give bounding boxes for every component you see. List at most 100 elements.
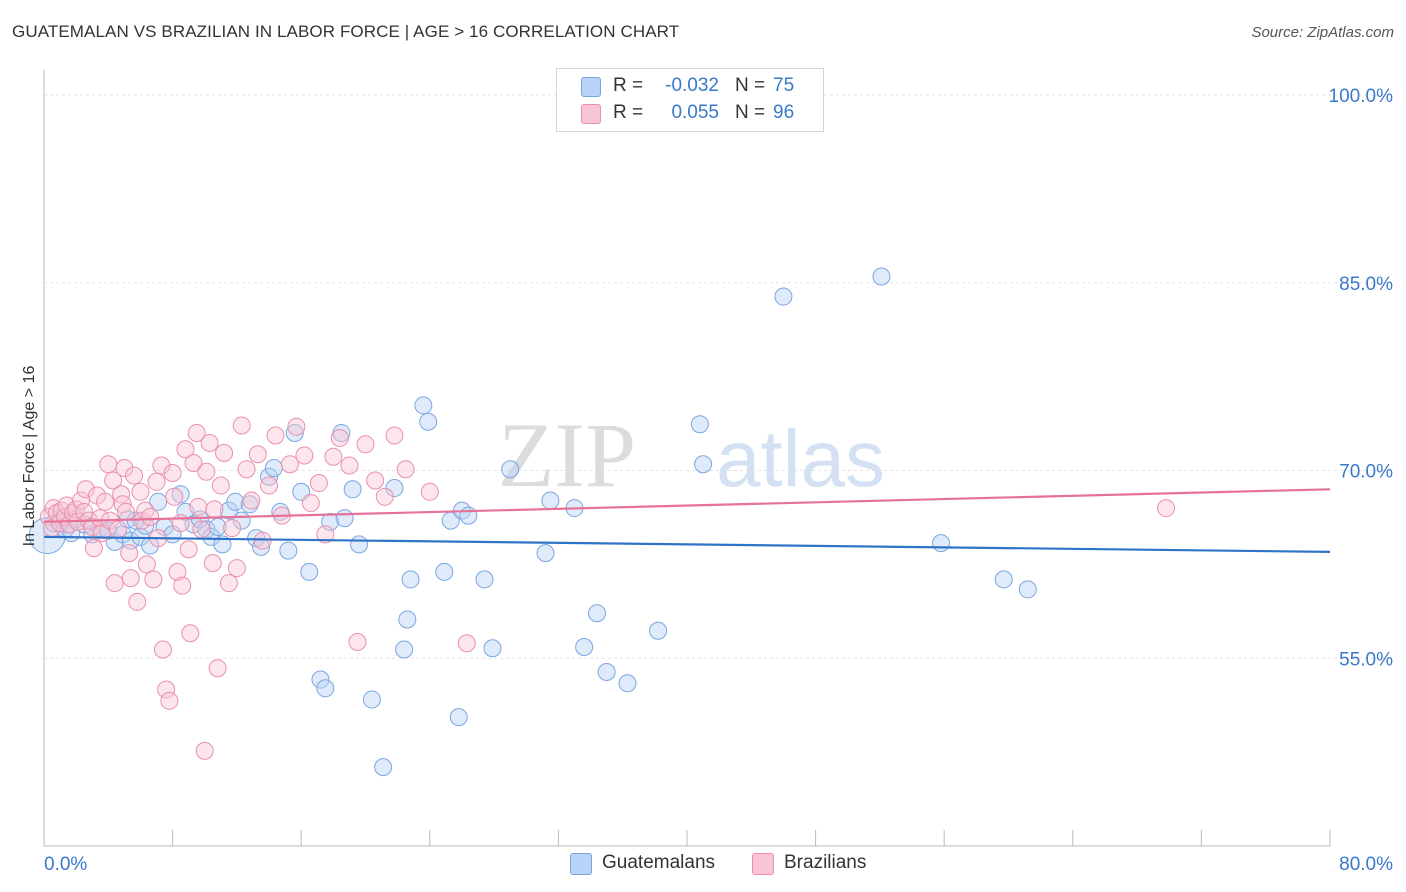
guatemalan-point (618, 674, 637, 693)
guatemalan-point (1018, 580, 1037, 599)
brazilian-point (457, 634, 476, 653)
brazilian-point (208, 659, 227, 678)
guatemalan-point (362, 690, 381, 709)
brazilian-point (131, 482, 150, 501)
guatemalan-point (690, 415, 709, 434)
bottom-legend-label: Guatemalans (602, 852, 716, 873)
guatemalan-point (597, 663, 616, 682)
brazilian-point (266, 426, 285, 445)
y-tick-label: 55.0% (1339, 649, 1393, 670)
guatemalan-point (994, 570, 1013, 589)
brazilian-point (160, 691, 179, 710)
watermark-atlas: atlas (716, 414, 885, 503)
brazilian-point (287, 417, 306, 436)
brazilian-point (116, 502, 135, 521)
guatemalan-point (449, 708, 468, 727)
brazilian-point (396, 460, 415, 479)
guatemalan-point (649, 621, 668, 640)
y-tick-label: 70.0% (1339, 462, 1393, 483)
legend-n-value: 75 (773, 75, 795, 96)
brazilian-point (385, 426, 404, 445)
brazilian-point (248, 445, 267, 464)
y-tick-label: 100.0% (1329, 86, 1394, 107)
brazilian-point (356, 435, 375, 454)
guatemalan-point (414, 396, 433, 415)
brazilian-point (184, 454, 203, 473)
brazilian-point (242, 491, 261, 510)
brazilian-point (205, 500, 224, 519)
brazilian-point (348, 632, 367, 651)
brazilian-point (147, 472, 166, 491)
brazilian-point (71, 491, 90, 510)
brazilian-point (96, 492, 115, 511)
guatemalan-point (264, 459, 283, 478)
brazilian-point (157, 680, 176, 699)
guatemalan-point (219, 501, 238, 520)
watermark: ZIP atlas (498, 404, 885, 506)
y-tick-label: 85.0% (1339, 274, 1393, 295)
brazilian-point (420, 482, 439, 501)
legend-n-value: 96 (773, 102, 795, 123)
brazilian-point (128, 592, 147, 611)
guatemalan-point (541, 491, 560, 510)
watermark-zip: ZIP (498, 404, 636, 506)
brazilian-point (301, 494, 320, 513)
guatemalan-point (202, 527, 221, 546)
brazilian-point (227, 559, 246, 578)
brazilian-point (211, 476, 230, 495)
brazilian-point (215, 443, 234, 462)
guatemalan-point (398, 610, 417, 629)
guatemalan-point (311, 670, 330, 689)
brazilian-point (280, 455, 299, 474)
tick-labels: 55.0% 70.0% 85.0% 100.0% 0.0% 80.0% (44, 86, 1393, 875)
guatemalan-point (401, 570, 420, 589)
brazilian-point (295, 446, 314, 465)
brazilian-point (176, 440, 195, 459)
brazilian-point (223, 519, 242, 538)
guatemalan-point (279, 541, 298, 560)
brazilian-point (144, 570, 163, 589)
guatemalan-point (483, 639, 502, 658)
correlation-legend: R = -0.032 N = 75 R = 0.055 N = 96 (556, 68, 824, 132)
guatemalan-point (335, 509, 354, 528)
guatemalan-point (226, 492, 245, 511)
guatemalan-point (316, 679, 335, 698)
chart-title: GUATEMALAN VS BRAZILIAN IN LABOR FORCE |… (12, 22, 680, 41)
brazilian-point (108, 520, 127, 539)
guatemalan-point (694, 455, 713, 474)
legend-swatch-brazilians (581, 104, 601, 124)
brazilian-point (84, 539, 103, 558)
brazilian-point (125, 466, 144, 485)
brazilian-point (105, 574, 124, 593)
brazilian-point (324, 447, 343, 466)
guatemalan-point (136, 516, 155, 535)
guatemalan-point (587, 604, 606, 623)
guatemalan-point (475, 570, 494, 589)
brazilian-point (192, 520, 211, 539)
brazilian-point (153, 640, 172, 659)
brazilian-point (309, 474, 328, 493)
brazilian-point (76, 480, 95, 499)
series-brazilians (39, 416, 1176, 760)
brazilian-point (200, 433, 219, 452)
brazilian-point (99, 455, 118, 474)
brazilian-point (330, 428, 349, 447)
brazilian-point (120, 544, 139, 563)
x-tick-label-max: 80.0% (1339, 854, 1393, 875)
trendline-brazilians (43, 488, 1331, 523)
guatemalan-point (419, 412, 438, 431)
guatemalan-point (374, 758, 393, 777)
guatemalan-point (395, 640, 414, 659)
legend-n-label: N = (735, 75, 766, 96)
source-label: Source: ZipAtlas.com (1251, 24, 1394, 41)
brazilian-point (203, 554, 222, 573)
guatemalan-point (343, 480, 362, 499)
brazilian-point (181, 624, 200, 643)
guatemalan-point (149, 492, 168, 511)
legend-n-label: N = (735, 102, 766, 123)
brazilian-point (163, 464, 182, 483)
brazilian-point (232, 416, 251, 435)
brazilian-point (195, 741, 214, 760)
brazilian-point (168, 562, 187, 581)
guatemalan-point (213, 535, 232, 554)
